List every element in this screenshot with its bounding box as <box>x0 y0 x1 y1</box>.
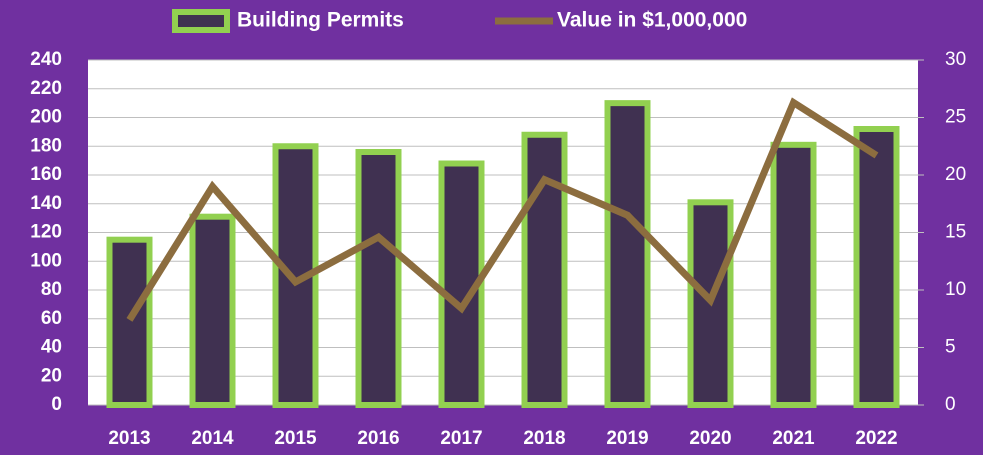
y-tick-label: 180 <box>30 135 62 156</box>
y2-tick-label: 0 <box>945 394 956 415</box>
x-tick-label: 2013 <box>108 428 150 449</box>
y-tick-label: 120 <box>30 222 62 243</box>
bar <box>853 126 900 408</box>
y-tick-label: 240 <box>30 49 62 70</box>
bar <box>106 236 153 408</box>
y-tick-label: 40 <box>41 337 62 358</box>
line <box>126 97 879 322</box>
y2-tick-label: 15 <box>945 222 966 243</box>
y-tick-label: 80 <box>41 279 62 300</box>
x-tick-label: 2020 <box>689 428 731 449</box>
y-tick-label: 0 <box>51 394 62 415</box>
x-tick-label: 2019 <box>606 428 648 449</box>
x-tick-label: 2022 <box>855 428 897 449</box>
bar <box>604 100 651 408</box>
legend-label: Building Permits <box>237 9 404 32</box>
y-tick-label: 220 <box>30 78 62 99</box>
y2-tick-label: 25 <box>945 107 966 128</box>
legend-swatch <box>172 9 230 33</box>
y2-tick-label: 30 <box>945 49 966 70</box>
legend-label: Value in $1,000,000 <box>557 9 747 32</box>
x-tick-label: 2016 <box>357 428 399 449</box>
bar <box>770 141 817 408</box>
y-tick-label: 20 <box>41 365 62 386</box>
x-tick-label: 2021 <box>772 428 815 449</box>
y-tick-label: 140 <box>30 193 62 214</box>
y2-tick-label: 5 <box>945 337 956 358</box>
y-tick-label: 60 <box>41 308 62 329</box>
x-tick-label: 2018 <box>523 428 565 449</box>
y-tick-label: 100 <box>30 250 62 271</box>
y-tick-label: 200 <box>30 107 62 128</box>
y-tick-label: 160 <box>30 164 62 185</box>
bar <box>521 131 568 408</box>
y2-tick-label: 10 <box>945 279 966 300</box>
x-tick-label: 2014 <box>191 428 234 449</box>
bar <box>355 149 402 408</box>
x-tick-label: 2017 <box>440 428 482 449</box>
x-tick-label: 2015 <box>274 428 317 449</box>
bar <box>189 213 236 408</box>
y2-tick-label: 20 <box>945 164 966 185</box>
